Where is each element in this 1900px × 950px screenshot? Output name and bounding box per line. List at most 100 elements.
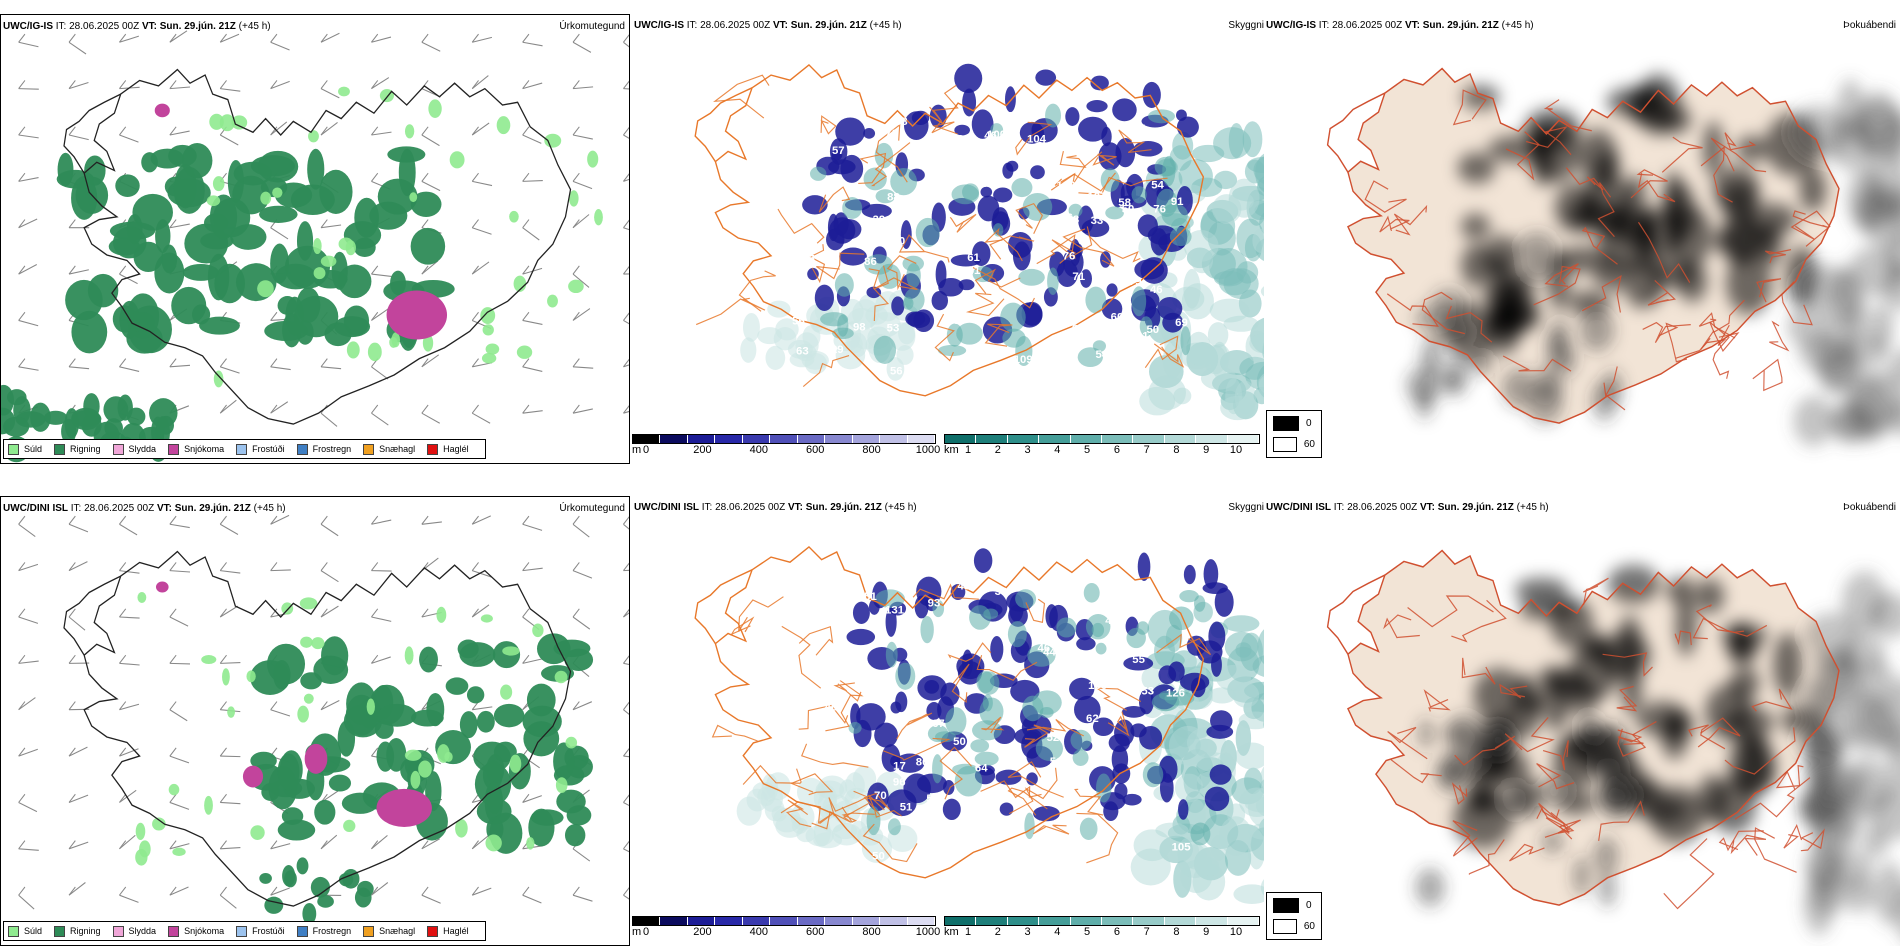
ceiling-value-label: 44 bbox=[897, 628, 910, 640]
ceiling-value-label: 65 bbox=[795, 249, 808, 261]
ceiling-value-label: 100 bbox=[807, 665, 826, 677]
precip-legend-label: Snjókoma bbox=[184, 444, 225, 454]
precip-legend-label: Frostregn bbox=[312, 926, 352, 936]
ceiling-colorbar-cell bbox=[770, 435, 798, 443]
precip-legend-label: Slydda bbox=[128, 926, 157, 936]
ceiling-value-label: 60 bbox=[1111, 312, 1124, 324]
precip-legend-item: Frostregn bbox=[296, 443, 352, 455]
visibility-unit: km bbox=[944, 444, 959, 456]
ceiling-value-label: 78 bbox=[1067, 214, 1080, 226]
ceiling-value-label: 50 bbox=[1146, 324, 1159, 336]
ceiling-colorbar: m 0 200 400 600 800 1000 bbox=[632, 434, 940, 456]
visibility-colorbar-cell bbox=[1039, 917, 1071, 925]
precip-type-map bbox=[18, 514, 629, 925]
ceiling-value-label: 12 bbox=[1026, 102, 1039, 114]
precip-legend-item: Snæhagl bbox=[363, 443, 415, 455]
it-value: 28.06.2025 00Z bbox=[1332, 20, 1403, 31]
ceiling-value-label: 50 bbox=[953, 736, 966, 748]
ceiling-value-label: 86 bbox=[916, 756, 929, 768]
vt-value: Sun. 29.jún. 21Z bbox=[159, 21, 236, 32]
ceiling-value-label: 70 bbox=[885, 128, 898, 140]
ceiling-colorbar-cell bbox=[852, 435, 881, 443]
panel-title: UWC/DINI ISL IT: 28.06.2025 00Z VT: Sun.… bbox=[3, 503, 286, 514]
precip-legend-label: Rigning bbox=[70, 926, 101, 936]
precip-legend-label: Rigning bbox=[70, 444, 101, 454]
fog-legend-label: 60 bbox=[1303, 439, 1315, 450]
ceiling-value-label: 39 bbox=[995, 586, 1008, 598]
ceiling-value-label: 131 bbox=[885, 604, 905, 616]
precip-legend-label: Frostregn bbox=[312, 444, 352, 454]
ceiling-value-label: 105 bbox=[1172, 841, 1192, 853]
ceiling-value-label: 58 bbox=[1118, 197, 1131, 209]
ceiling-value-label: 60 bbox=[829, 672, 842, 684]
it-label: IT: bbox=[1333, 502, 1345, 513]
it-value: 28.06.2025 00Z bbox=[700, 20, 771, 31]
model-name: UWC/DINI ISL bbox=[3, 503, 68, 514]
ceiling-colorbar-cell bbox=[633, 435, 661, 443]
vt-label: VT: bbox=[772, 20, 788, 31]
ceiling-tick: 400 bbox=[749, 926, 768, 938]
precip-legend: Súld Rigning Slydda Snjókoma Frostúði Fr… bbox=[3, 921, 486, 941]
ceiling-colorbar-cell bbox=[770, 917, 798, 925]
ceiling-value-label: 60 bbox=[953, 847, 966, 859]
ceiling-value-label: 40 bbox=[893, 235, 906, 247]
model-name: UWC/IG-IS bbox=[634, 20, 684, 31]
precip-legend-swatch bbox=[168, 443, 180, 455]
ceiling-value-label: 46 bbox=[1060, 212, 1073, 224]
ceiling-visibility-panel: UWC/DINI ISL IT: 28.06.2025 00Z VT: Sun.… bbox=[632, 496, 1264, 946]
it-label: IT: bbox=[55, 21, 67, 32]
precip-legend-item: Rigning bbox=[54, 925, 101, 937]
precip-legend-item: Haglél bbox=[427, 443, 469, 455]
ceiling-tick: 800 bbox=[862, 444, 881, 456]
visibility-tick: 8 bbox=[1173, 444, 1180, 456]
fog-legend: 0 60 bbox=[1266, 410, 1322, 458]
ceiling-value-label: 56 bbox=[792, 316, 805, 328]
ceiling-value-label: 61 bbox=[1136, 330, 1149, 342]
ceiling-value-label: 98 bbox=[853, 321, 866, 333]
precip-legend-label: Súld bbox=[24, 444, 43, 454]
ceiling-value-label: 40 bbox=[844, 596, 857, 608]
visibility-tick: 7 bbox=[1143, 444, 1150, 456]
precip-legend-label: Haglél bbox=[443, 444, 469, 454]
lead-time: (+45 h) bbox=[1501, 20, 1534, 31]
vt-value: Sun. 29.jún. 21Z bbox=[790, 20, 867, 31]
ceiling-value-label: 100 bbox=[987, 129, 1006, 141]
ceiling-value-label: 49 bbox=[864, 756, 877, 768]
precip-legend-item: Súld bbox=[8, 443, 43, 455]
vt-label: VT: bbox=[156, 503, 172, 514]
fog-legend-item: 60 bbox=[1273, 437, 1315, 452]
ceiling-value-label: 58 bbox=[824, 587, 837, 599]
precip-legend-item: Slydda bbox=[112, 443, 156, 455]
panel-title: UWC/DINI ISL IT: 28.06.2025 00Z VT: Sun.… bbox=[634, 502, 917, 513]
precip-legend-item: Haglél bbox=[427, 925, 469, 937]
ceiling-value-label: 128 bbox=[1056, 180, 1075, 192]
visibility-tick: 10 bbox=[1229, 444, 1243, 456]
ceiling-value-label: 67 bbox=[932, 718, 945, 730]
vt-value: Sun. 29.jún. 21Z bbox=[174, 503, 251, 514]
panel-title: UWC/IG-IS IT: 28.06.2025 00Z VT: Sun. 29… bbox=[634, 20, 902, 31]
fog-legend-swatch bbox=[1273, 416, 1299, 431]
precip-legend-label: Frostúði bbox=[252, 926, 285, 936]
cloud-ceiling-map: 60 54 50 51 63 68 58 53 61 64 76 73 49 63 56 57 61 70 67 50… bbox=[694, 63, 1264, 421]
it-label: IT: bbox=[70, 503, 82, 514]
visibility-colorbar-cell bbox=[1102, 435, 1134, 443]
ceiling-value-label: 91 bbox=[1171, 196, 1184, 208]
visibility-colorbar: km 1 2 3 4 5 6 7 8 9 10 bbox=[944, 916, 1260, 938]
visibility-tick: 7 bbox=[1143, 926, 1150, 938]
ceiling-colorbar-cell bbox=[742, 917, 771, 925]
fog-indicator-panel: UWC/IG-IS IT: 28.06.2025 00Z VT: Sun. 29… bbox=[1264, 14, 1900, 464]
precip-type-panel: UWC/IG-IS IT: 28.06.2025 00Z VT: Sun. 29… bbox=[0, 14, 630, 464]
ceiling-value-label: 63 bbox=[796, 346, 809, 358]
ceiling-colorbar-cell bbox=[715, 917, 743, 925]
precip-legend-item: Snjókoma bbox=[168, 443, 225, 455]
ceiling-value-label: 33 bbox=[1091, 215, 1104, 227]
ceiling-value-label: 51 bbox=[981, 178, 994, 190]
ceiling-value-label: 107 bbox=[1087, 191, 1106, 203]
ceiling-value-label: 64 bbox=[953, 820, 966, 832]
ceiling-value-label: 70 bbox=[874, 790, 887, 802]
ceiling-value-label: 97 bbox=[1106, 705, 1119, 717]
vt-value: Sun. 29.jún. 21Z bbox=[805, 502, 882, 513]
ceiling-colorbar-cell bbox=[907, 435, 935, 443]
visibility-tick: 5 bbox=[1084, 926, 1091, 938]
ceiling-value-label: 67 bbox=[954, 309, 967, 321]
